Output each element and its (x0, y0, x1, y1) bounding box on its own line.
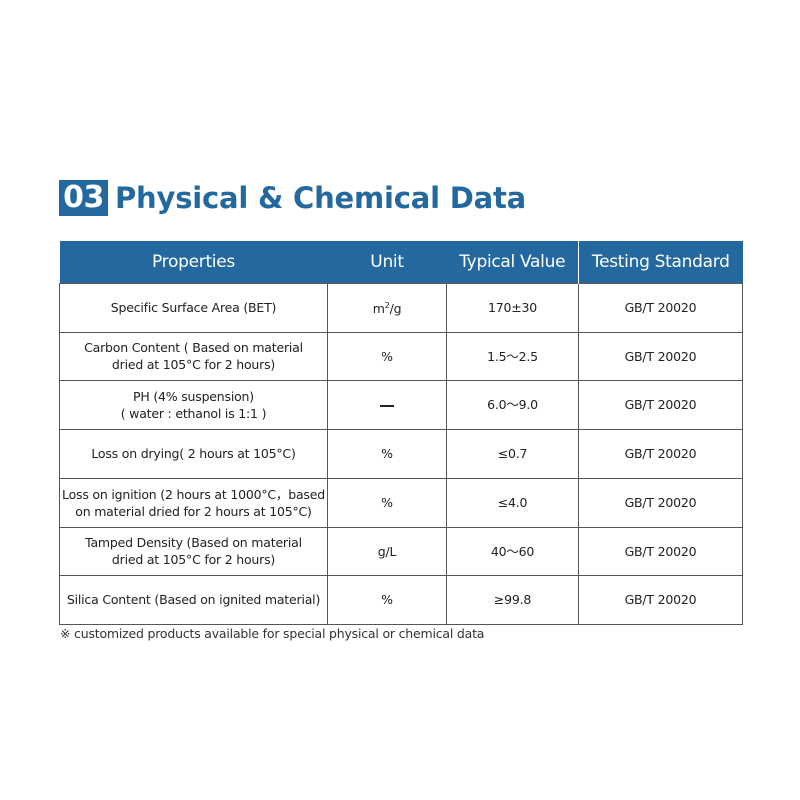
unit-cell: % (327, 428, 447, 479)
property-cell: Loss on drying( 2 hours at 105°C) (59, 428, 328, 479)
table-row: Tamped Density (Based on material dried … (59, 526, 743, 576)
property-cell: Specific Surface Area (BET) (59, 282, 328, 333)
property-label: Loss on ignition (2 hours at 1000°C，base… (62, 486, 325, 502)
header-typical-value: Typical Value (446, 241, 579, 283)
standard-cell: GB/T 20020 (578, 526, 743, 576)
property-label: ( water : ethanol is 1:1 ) (120, 405, 267, 421)
unit-cell (327, 379, 447, 430)
property-cell: Silica Content (Based on ignited materia… (59, 574, 328, 625)
table-row: Loss on drying( 2 hours at 105°C) % ≤0.7… (59, 428, 743, 479)
standard-cell: GB/T 20020 (578, 477, 743, 528)
value-cell: 40～60 (446, 526, 579, 576)
value-cell: ≤4.0 (446, 477, 579, 528)
header-properties: Properties (59, 241, 328, 283)
table-header-row: Properties Unit Typical Value Testing St… (59, 241, 743, 283)
property-label: Loss on drying( 2 hours at 105°C) (91, 446, 296, 461)
unit-cell: % (327, 477, 447, 528)
property-label: on material dried for 2 hours at 105°C) (75, 503, 312, 519)
property-label: Specific Surface Area (BET) (110, 300, 277, 315)
property-cell: Carbon Content ( Based on material dried… (59, 331, 328, 381)
property-label: Carbon Content ( Based on material (84, 340, 303, 355)
standard-cell: GB/T 20020 (578, 379, 743, 430)
unit-cell: g/L (327, 526, 447, 576)
section-heading: Physical & Chemical Data (115, 181, 527, 215)
unit-cell: m2/g (327, 282, 447, 333)
table-row: Loss on ignition (2 hours at 1000°C，base… (59, 477, 743, 528)
table-row: PH (4% suspension) ( water : ethanol is … (59, 379, 743, 430)
standard-cell: GB/T 20020 (578, 574, 743, 625)
property-cell: Tamped Density (Based on material dried … (59, 526, 328, 576)
table-row: Carbon Content ( Based on material dried… (59, 331, 743, 381)
footnote: ※ customized products available for spec… (60, 626, 485, 641)
value-cell: 6.0～9.0 (446, 379, 579, 430)
header-testing-standard: Testing Standard (578, 241, 743, 283)
unit-cell: % (327, 331, 447, 381)
header-unit: Unit (327, 241, 447, 283)
dash-icon (380, 404, 394, 407)
standard-cell: GB/T 20020 (578, 331, 743, 381)
value-cell: ≤0.7 (446, 428, 579, 479)
property-label: dried at 105°C for 2 hours) (111, 357, 276, 372)
property-label: PH (4% suspension) (133, 388, 254, 404)
property-cell: Loss on ignition (2 hours at 1000°C，base… (59, 477, 328, 528)
value-cell: 170±30 (446, 282, 579, 333)
standard-cell: GB/T 20020 (578, 428, 743, 479)
unit-cell: % (327, 574, 447, 625)
value-cell: ≥99.8 (446, 574, 579, 625)
property-label: Tamped Density (Based on material (85, 535, 302, 550)
standard-cell: GB/T 20020 (578, 282, 743, 333)
property-label: Silica Content (Based on ignited materia… (66, 592, 321, 607)
table-row: Specific Surface Area (BET) m2/g 170±30 … (59, 282, 743, 333)
table-row: Silica Content (Based on ignited materia… (59, 574, 743, 625)
section-number-badge: 03 (59, 180, 108, 216)
physical-chemical-data-table: Properties Unit Typical Value Testing St… (59, 241, 743, 625)
value-cell: 1.5～2.5 (446, 331, 579, 381)
property-cell: PH (4% suspension) ( water : ethanol is … (59, 379, 328, 430)
section-title: 03 Physical & Chemical Data (59, 179, 526, 217)
property-label: dried at 105°C for 2 hours) (111, 552, 276, 567)
